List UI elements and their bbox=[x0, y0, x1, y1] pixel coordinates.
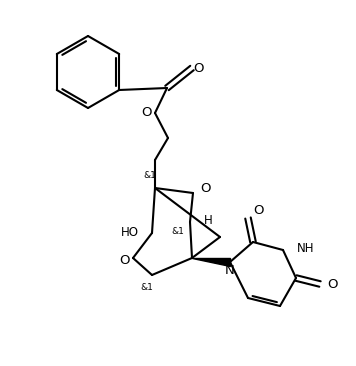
Text: HO: HO bbox=[121, 227, 139, 239]
Text: &1: &1 bbox=[172, 228, 184, 236]
Text: O: O bbox=[200, 183, 210, 195]
Text: H: H bbox=[204, 214, 213, 228]
Text: O: O bbox=[253, 205, 263, 217]
Text: O: O bbox=[120, 254, 130, 266]
Text: O: O bbox=[141, 107, 151, 120]
Text: &1: &1 bbox=[141, 283, 153, 291]
Text: &1: &1 bbox=[143, 172, 156, 180]
Text: O: O bbox=[194, 61, 204, 75]
Polygon shape bbox=[192, 258, 230, 266]
Text: NH: NH bbox=[297, 242, 314, 254]
Text: N: N bbox=[225, 265, 235, 277]
Text: O: O bbox=[327, 277, 337, 291]
